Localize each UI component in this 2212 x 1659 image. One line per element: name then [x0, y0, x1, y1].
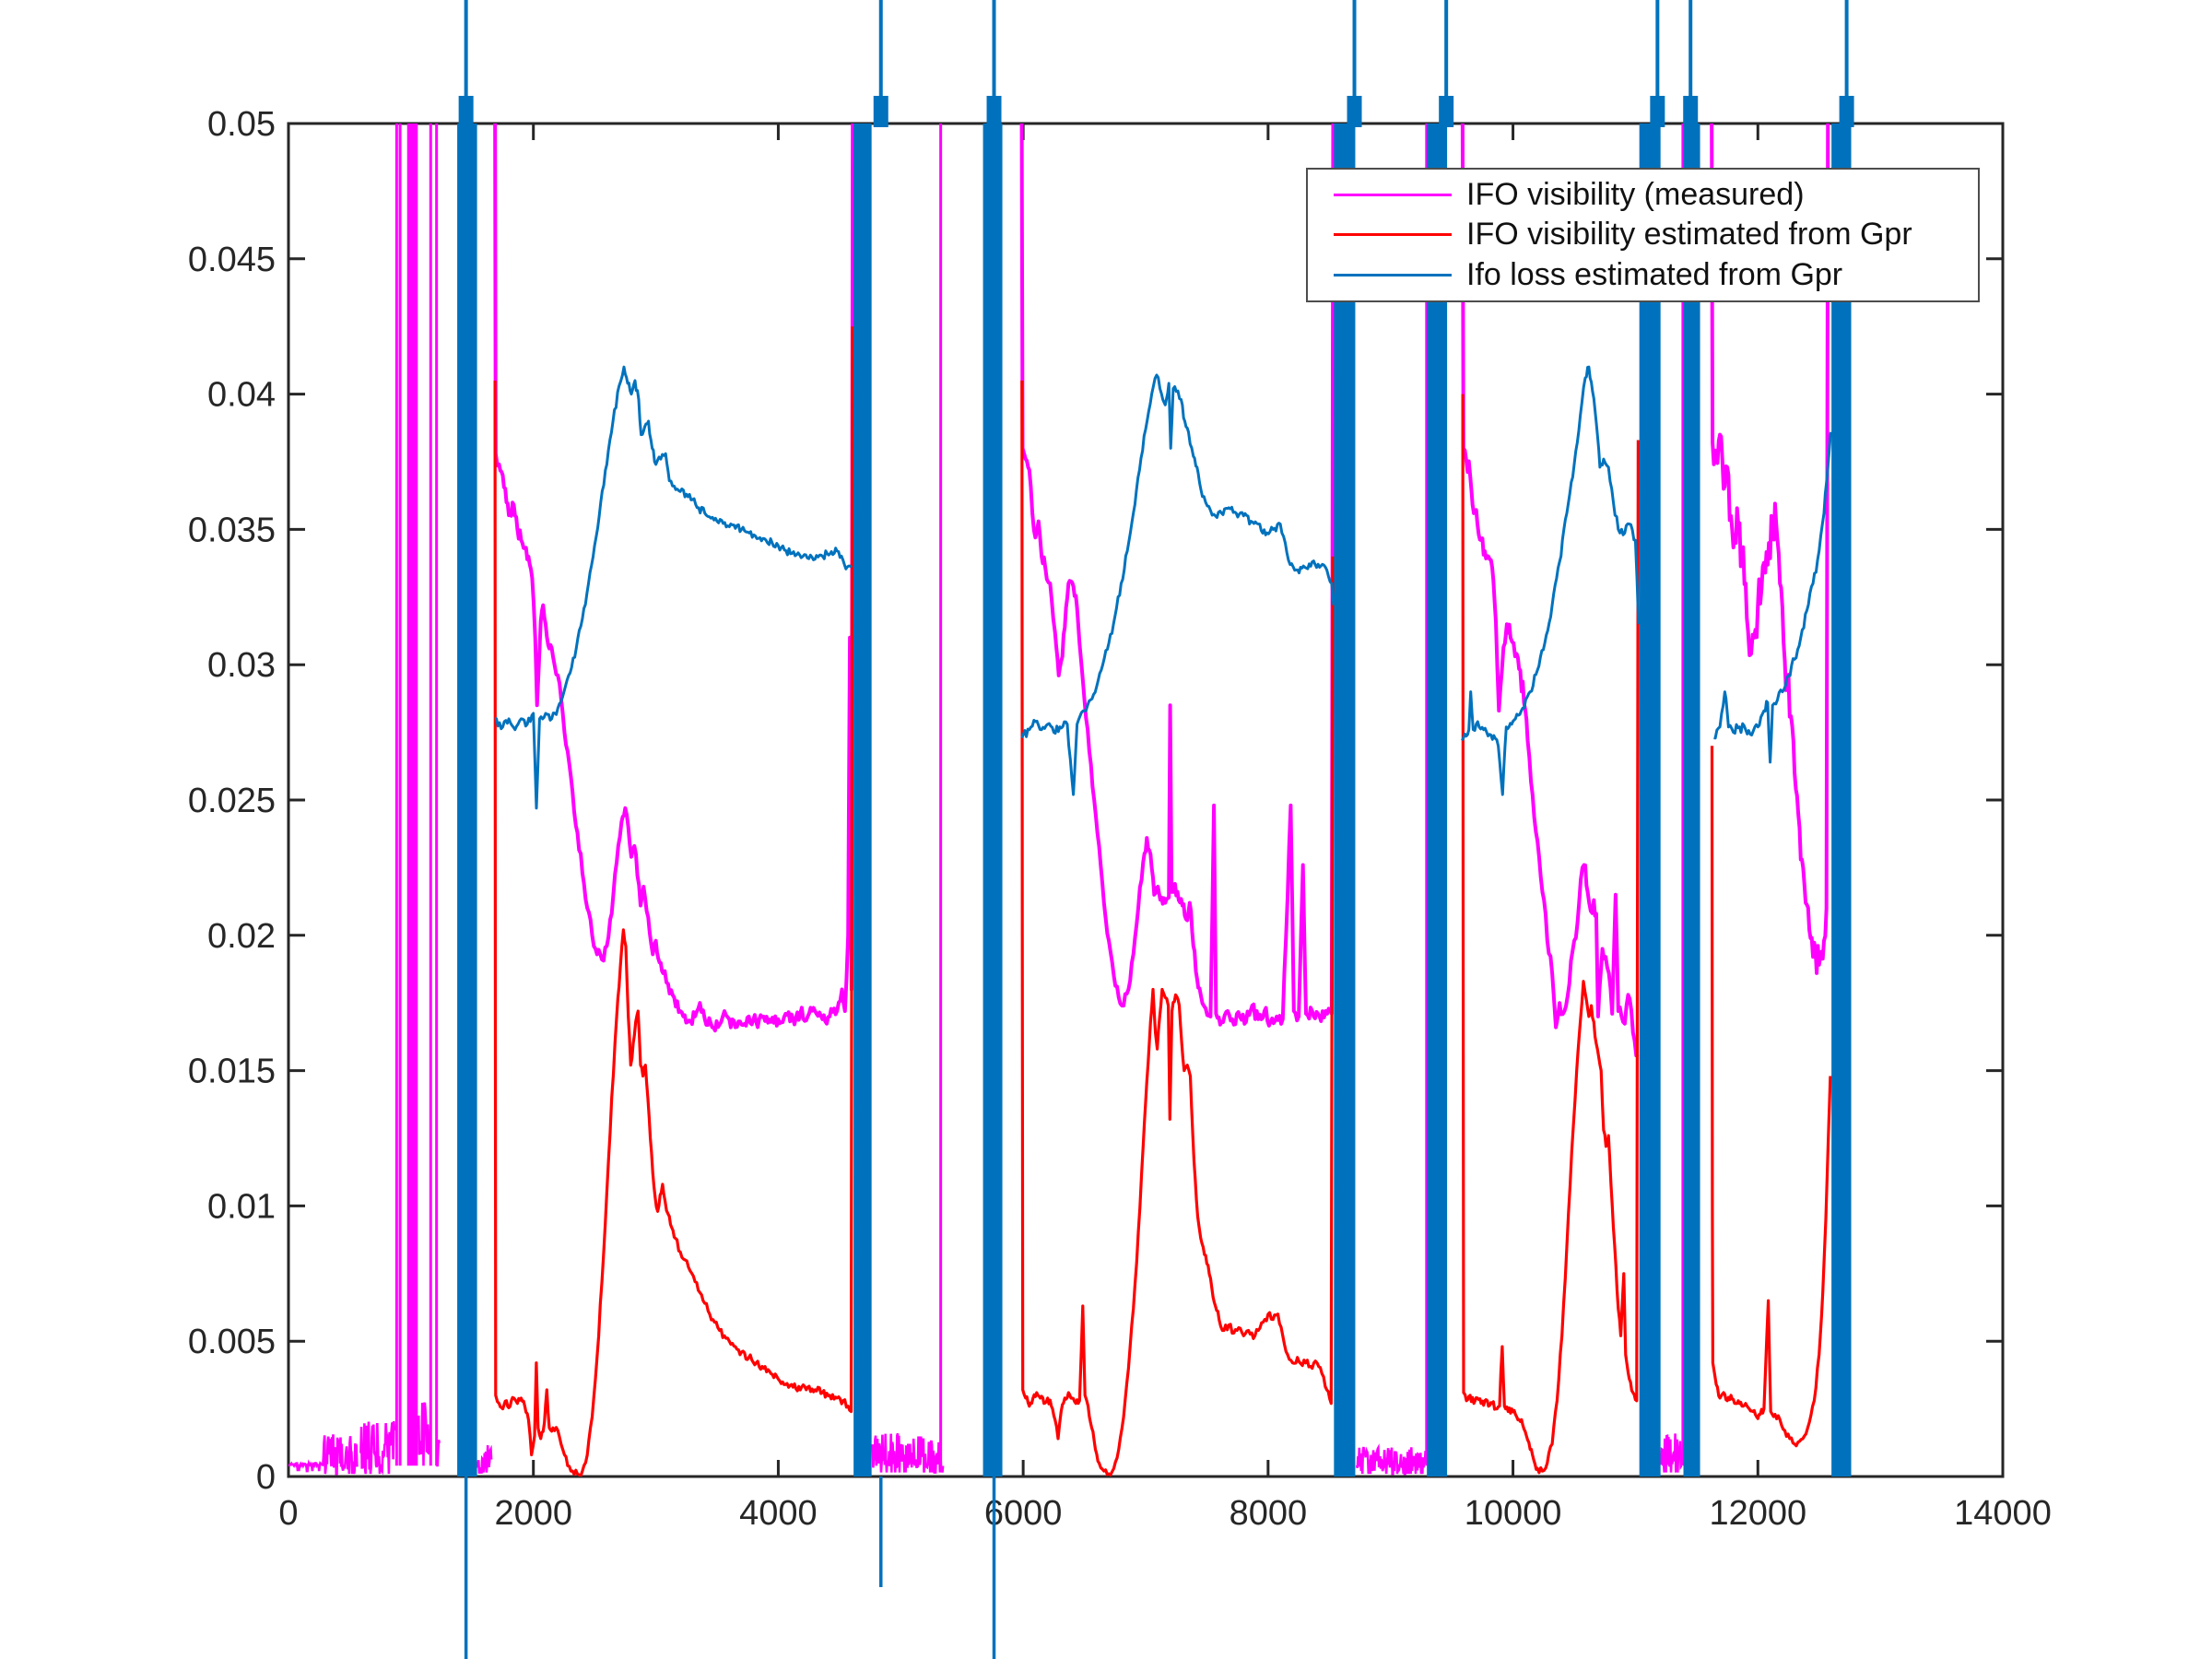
- x-tick-label: 4000: [739, 1494, 818, 1533]
- series-segment: [1020, 380, 1335, 1477]
- saturation-band: [1639, 124, 1661, 1477]
- measured-noise-burst: [476, 1444, 493, 1474]
- measured-noise-burst: [321, 1434, 359, 1476]
- measured-full-spike: [1425, 124, 1429, 1466]
- y-tick-label: 0.03: [207, 646, 276, 685]
- saturation-band: [1683, 124, 1700, 1477]
- measured-full-spike: [394, 124, 398, 1466]
- x-tick-label: 12000: [1709, 1494, 1806, 1533]
- measured-noise-burst: [288, 1459, 324, 1473]
- saturation-bands: [457, 0, 1854, 1659]
- series-segment: [1019, 124, 1335, 1028]
- series-estimated-loss: [494, 365, 1832, 810]
- measured-noise-burst: [1355, 1443, 1427, 1476]
- saturation-band: [1334, 124, 1356, 1477]
- spike-line-stub: [1683, 96, 1699, 127]
- x-tick-label: 2000: [494, 1494, 572, 1533]
- spike-line-stub: [458, 96, 474, 127]
- series-segment: [494, 365, 853, 810]
- measured-noise-burst: [359, 1420, 396, 1476]
- y-tick-label: 0.015: [188, 1053, 276, 1091]
- legend-entry-estimated-visibility: IFO visibility estimated from Gpr: [1308, 215, 1978, 254]
- saturation-band: [1427, 124, 1448, 1477]
- spike-line-stub: [986, 96, 1002, 127]
- measured-full-spike: [429, 124, 432, 1466]
- y-tick-label: 0.025: [188, 782, 276, 820]
- x-tick-label: 8000: [1230, 1494, 1308, 1533]
- measured-full-spike: [435, 124, 439, 1466]
- series-segment: [493, 326, 854, 1477]
- y-tick-label: 0.01: [207, 1187, 276, 1226]
- y-tick-label: 0.02: [207, 917, 276, 956]
- y-tick-label: 0.035: [188, 511, 276, 549]
- legend-label-measured: IFO visibility (measured): [1466, 177, 1805, 213]
- spike-line-stub: [1650, 96, 1665, 127]
- series-segment: [1460, 124, 1640, 1058]
- measured-full-spike: [939, 124, 943, 1466]
- legend-label-estimated-loss: Ifo loss estimated from Gpr: [1466, 256, 1843, 292]
- measured-noise-burst: [871, 1432, 945, 1474]
- spike-line-stub: [1439, 96, 1454, 127]
- legend-entry-estimated-loss: Ifo loss estimated from Gpr: [1308, 255, 1978, 295]
- plot-box: [287, 122, 2005, 1478]
- measured-noise-burst: [1660, 1433, 1683, 1473]
- spike-line-stub: [873, 96, 888, 127]
- saturation-band: [853, 124, 872, 1477]
- x-tick-label: 14000: [1954, 1494, 2052, 1533]
- measured-noise-burst: [417, 1402, 430, 1466]
- legend-box: IFO visibility (measured) IFO visibility…: [1306, 168, 1980, 302]
- series-segment: [1461, 394, 1640, 1475]
- measured-full-spike: [1681, 124, 1685, 1466]
- saturation-band: [982, 124, 1003, 1477]
- y-tick-label: 0.045: [188, 241, 276, 279]
- y-tick-label: 0.005: [188, 1323, 276, 1361]
- legend-line-blue: [1334, 273, 1452, 276]
- series-segment: [1710, 124, 1830, 975]
- x-tick-label: 10000: [1465, 1494, 1562, 1533]
- y-tick-label: 0.05: [207, 105, 276, 144]
- axes: 0 2000 4000 6000 8000 10000 12000 14000 0 0.005 0.…: [188, 105, 2052, 1533]
- x-tick-label: 6000: [984, 1494, 1063, 1533]
- measured-full-spike: [398, 124, 402, 1466]
- series-measured-visibility: [493, 124, 1830, 1058]
- series-segment: [1710, 746, 1832, 1448]
- plot-area: [288, 124, 1832, 1477]
- series-segment: [1713, 431, 1832, 764]
- series-segment: [493, 124, 855, 1033]
- legend-line-red: [1334, 233, 1452, 237]
- legend-line-magenta: [1334, 194, 1452, 197]
- spike-line-stub: [1839, 96, 1854, 127]
- legend-entry-measured: IFO visibility (measured): [1308, 175, 1978, 215]
- y-tick-label: 0: [256, 1458, 276, 1497]
- series-segment: [1461, 365, 1641, 796]
- measured-full-spike: [406, 124, 418, 1466]
- y-tick-label: 0.04: [207, 376, 276, 415]
- series-segment: [1020, 373, 1335, 796]
- saturation-band: [457, 124, 477, 1477]
- x-tick-label: 0: [278, 1494, 298, 1533]
- saturation-band: [1831, 124, 1852, 1477]
- spike-line-stub: [1347, 96, 1362, 127]
- series-estimated-visibility: [493, 326, 1832, 1477]
- legend-label-estimated-visibility: IFO visibility estimated from Gpr: [1466, 217, 1912, 253]
